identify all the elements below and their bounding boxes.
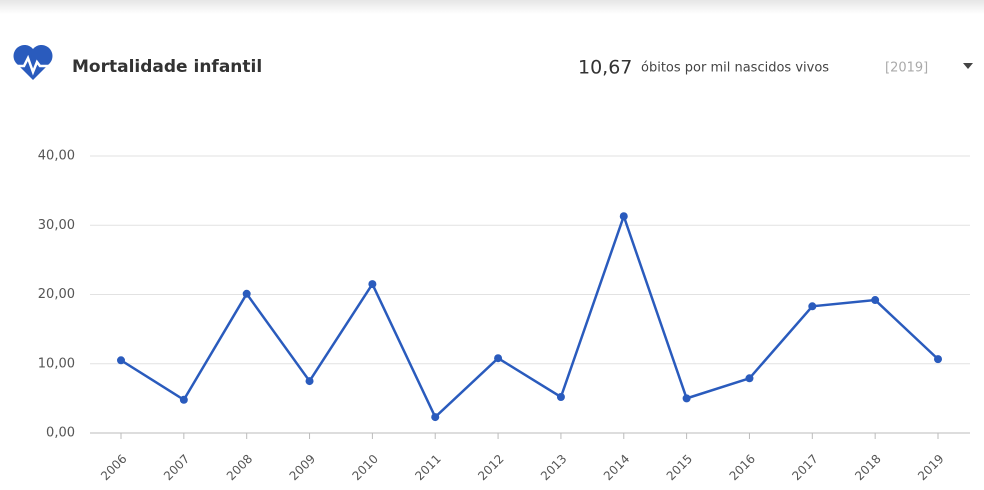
point bbox=[619, 212, 628, 221]
line bbox=[120, 212, 939, 420]
point bbox=[305, 377, 314, 386]
indicator-year: [2019] bbox=[885, 61, 928, 76]
y-tick-label: 20,00 bbox=[38, 287, 75, 302]
point bbox=[745, 374, 754, 383]
y-tick-label: 0,00 bbox=[46, 426, 75, 441]
x-tick-label: 2010 bbox=[349, 452, 380, 483]
x-tick-label: 2006 bbox=[98, 452, 129, 483]
chart-title: Mortalidade infantil bbox=[72, 57, 262, 77]
heart-icon bbox=[12, 44, 54, 80]
point bbox=[368, 280, 377, 289]
dropdown-caret[interactable] bbox=[963, 63, 973, 69]
x-tick-label: 2016 bbox=[727, 452, 758, 483]
x-tick-label: 2011 bbox=[412, 452, 443, 483]
point bbox=[556, 392, 565, 401]
point bbox=[808, 302, 817, 311]
y-tick-label: 10,00 bbox=[38, 356, 75, 371]
indicator-unit: óbitos por mil nascidos vivos bbox=[641, 61, 829, 76]
x-tick-label: 2013 bbox=[538, 452, 569, 483]
point bbox=[934, 355, 942, 364]
x-tick-label: 2007 bbox=[161, 452, 192, 483]
x-tick-label: 2012 bbox=[475, 452, 506, 483]
y-tick-label: 40,00 bbox=[38, 149, 75, 164]
y-tick-label: 30,00 bbox=[38, 218, 75, 233]
point bbox=[431, 413, 440, 422]
x-tick-label: 2008 bbox=[224, 452, 255, 483]
top-shadow bbox=[0, 0, 984, 14]
x-tick-label: 2019 bbox=[915, 452, 946, 483]
x-tick-label: 2015 bbox=[664, 452, 695, 483]
x-tick-label: 2018 bbox=[852, 452, 883, 483]
point bbox=[682, 394, 691, 403]
point bbox=[117, 356, 125, 365]
x-tick-label: 2017 bbox=[789, 452, 820, 483]
x-tick-label: 2009 bbox=[287, 452, 318, 483]
indicator-value: 10,67 bbox=[578, 57, 632, 79]
point bbox=[494, 354, 503, 363]
x-tick-label: 2014 bbox=[601, 452, 632, 483]
point bbox=[242, 289, 251, 298]
point bbox=[871, 296, 880, 305]
point bbox=[179, 395, 188, 404]
